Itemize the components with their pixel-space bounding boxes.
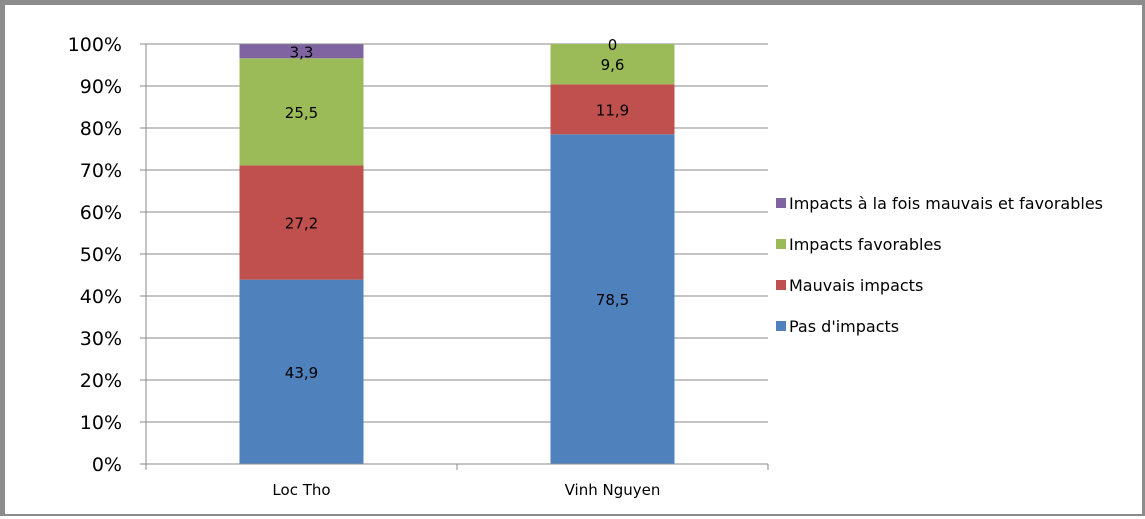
legend-label: Pas d'impacts: [789, 317, 899, 336]
data-label: 3,3: [290, 43, 314, 61]
bars: [239, 44, 675, 465]
axes: [140, 43, 769, 470]
data-label: 11,9: [596, 101, 629, 119]
bar-segment: [239, 165, 364, 280]
bar-segment: [550, 134, 675, 465]
bar-segment: [239, 58, 364, 166]
legend-label: Impacts favorables: [789, 235, 942, 254]
legend-label: Mauvais impacts: [789, 276, 923, 295]
data-label: 27,2: [285, 215, 318, 233]
y-tick-label: 80%: [80, 118, 122, 140]
data-label: 9,6: [601, 56, 625, 74]
bar-segment: [550, 84, 675, 135]
legend-swatch: [776, 239, 786, 249]
bar-segment: [239, 44, 364, 59]
y-tick-label: 0%: [92, 454, 122, 476]
y-axis-ticks: 0% 10% 20% 30% 40% 50% 60% 70% 80% 90% 100%: [68, 34, 122, 476]
x-tick-label: Loc Tho: [272, 481, 330, 499]
legend-swatch: [776, 280, 786, 290]
y-tick-label: 60%: [80, 202, 122, 224]
legend-swatch: [776, 321, 786, 331]
x-axis-ticks: Loc Tho Vinh Nguyen: [272, 481, 660, 499]
y-tick-label: 10%: [80, 412, 122, 434]
y-tick-label: 20%: [80, 370, 122, 392]
y-tick-label: 100%: [68, 34, 122, 56]
y-tick-label: 70%: [80, 160, 122, 182]
data-label: 25,5: [285, 104, 318, 122]
bar-segment: [550, 44, 675, 85]
x-tick-label: Vinh Nguyen: [565, 481, 661, 499]
gridlines: [146, 43, 768, 423]
data-label: 0: [608, 36, 618, 54]
legend-label: Impacts à la fois mauvais et favorables: [789, 194, 1103, 213]
data-label: 43,9: [285, 364, 318, 382]
y-tick-label: 40%: [80, 286, 122, 308]
stacked-bar-chart: 0% 10% 20% 30% 40% 50% 60% 70% 80% 90% 100% 43,9 27…: [68, 34, 1103, 499]
data-label: 78,5: [596, 291, 629, 309]
y-tick-label: 30%: [80, 328, 122, 350]
legend-swatch: [776, 198, 786, 208]
bar-segment: [239, 279, 364, 464]
y-tick-label: 50%: [80, 244, 122, 266]
legend: Impacts à la fois mauvais et favorables I…: [776, 194, 1103, 336]
y-tick-label: 90%: [80, 76, 122, 98]
data-labels: 43,9 27,2 25,5 3,3 78,5 11,9 9,6 0: [285, 36, 629, 382]
